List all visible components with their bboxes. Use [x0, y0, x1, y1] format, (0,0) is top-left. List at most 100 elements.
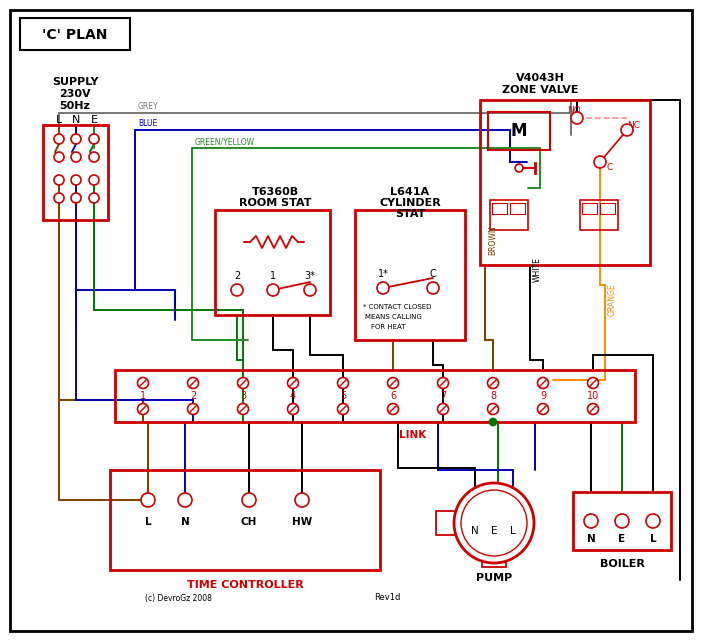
Circle shape [615, 514, 629, 528]
Text: M: M [511, 122, 527, 140]
Text: C: C [607, 163, 613, 172]
Bar [215, 210, 330, 315]
Circle shape [89, 193, 99, 203]
Text: ZONE VALVE: ZONE VALVE [502, 85, 578, 95]
Circle shape [138, 378, 149, 388]
Text: ROOM STAT: ROOM STAT [239, 198, 311, 208]
Circle shape [138, 403, 149, 415]
Text: L: L [649, 534, 656, 544]
Text: E: E [91, 115, 98, 125]
Circle shape [489, 419, 496, 426]
Circle shape [588, 403, 599, 415]
Text: MEANS CALLING: MEANS CALLING [365, 314, 422, 320]
Text: BROWN: BROWN [488, 225, 497, 255]
Circle shape [89, 175, 99, 185]
Text: 10: 10 [587, 391, 599, 401]
Circle shape [461, 490, 527, 556]
Text: L: L [510, 526, 516, 536]
Bar [482, 551, 506, 567]
Text: 9: 9 [540, 391, 546, 401]
Circle shape [71, 175, 81, 185]
Text: L: L [145, 517, 152, 527]
Circle shape [54, 152, 64, 162]
Bar [582, 203, 597, 214]
Circle shape [338, 378, 348, 388]
Circle shape [437, 378, 449, 388]
Circle shape [437, 403, 449, 415]
Text: CYLINDER: CYLINDER [379, 198, 441, 208]
Circle shape [242, 493, 256, 507]
Text: 3: 3 [240, 391, 246, 401]
Circle shape [295, 493, 309, 507]
Circle shape [454, 483, 534, 563]
Text: 4: 4 [290, 391, 296, 401]
Circle shape [538, 403, 548, 415]
Text: L: L [56, 115, 62, 125]
Circle shape [71, 152, 81, 162]
Text: 230V: 230V [59, 89, 91, 99]
Circle shape [304, 284, 316, 296]
Circle shape [388, 378, 399, 388]
Circle shape [338, 403, 348, 415]
Text: V4043H: V4043H [515, 73, 564, 83]
Bar [580, 200, 618, 230]
Bar [573, 492, 671, 550]
Text: WHITE: WHITE [533, 258, 542, 283]
Bar [110, 470, 380, 570]
Text: STAT: STAT [395, 209, 425, 219]
Text: 2: 2 [190, 391, 196, 401]
Circle shape [427, 282, 439, 294]
Circle shape [71, 193, 81, 203]
Bar [490, 200, 528, 230]
Text: TIME CONTROLLER: TIME CONTROLLER [187, 580, 303, 590]
Text: 1*: 1* [378, 269, 388, 279]
Circle shape [377, 282, 389, 294]
Text: T6360B: T6360B [251, 187, 298, 197]
Text: PUMP: PUMP [476, 573, 512, 583]
Circle shape [237, 378, 249, 388]
Text: 'C' PLAN: 'C' PLAN [42, 28, 107, 42]
Text: E: E [618, 534, 625, 544]
Circle shape [71, 134, 81, 144]
Text: 8: 8 [490, 391, 496, 401]
Text: E: E [491, 526, 497, 536]
Text: N: N [180, 517, 190, 527]
Bar [115, 370, 635, 422]
Circle shape [621, 124, 633, 136]
Circle shape [231, 284, 243, 296]
Text: NC: NC [628, 121, 640, 129]
Bar [355, 210, 465, 340]
Text: HW: HW [292, 517, 312, 527]
Text: 50Hz: 50Hz [60, 101, 91, 111]
Text: 5: 5 [340, 391, 346, 401]
Circle shape [588, 378, 599, 388]
Circle shape [89, 152, 99, 162]
Circle shape [288, 378, 298, 388]
Text: GREEN/YELLOW: GREEN/YELLOW [195, 137, 255, 146]
Text: LINK: LINK [399, 430, 427, 440]
Circle shape [487, 378, 498, 388]
Text: C: C [430, 269, 437, 279]
Text: BLUE: BLUE [138, 119, 157, 128]
Bar [436, 511, 456, 535]
Text: 1: 1 [270, 271, 276, 281]
Text: * CONTACT CLOSED: * CONTACT CLOSED [363, 304, 431, 310]
Bar [43, 125, 108, 220]
Circle shape [237, 403, 249, 415]
Text: BOILER: BOILER [600, 559, 644, 569]
Circle shape [515, 164, 523, 172]
Circle shape [89, 134, 99, 144]
Text: N: N [587, 534, 595, 544]
Bar [492, 203, 507, 214]
Text: L641A: L641A [390, 187, 430, 197]
Circle shape [141, 493, 155, 507]
Circle shape [178, 493, 192, 507]
Circle shape [54, 134, 64, 144]
Text: N: N [72, 115, 80, 125]
Circle shape [388, 403, 399, 415]
Text: CH: CH [241, 517, 257, 527]
Text: N: N [471, 526, 479, 536]
Text: 2: 2 [234, 271, 240, 281]
Circle shape [288, 403, 298, 415]
Circle shape [267, 284, 279, 296]
